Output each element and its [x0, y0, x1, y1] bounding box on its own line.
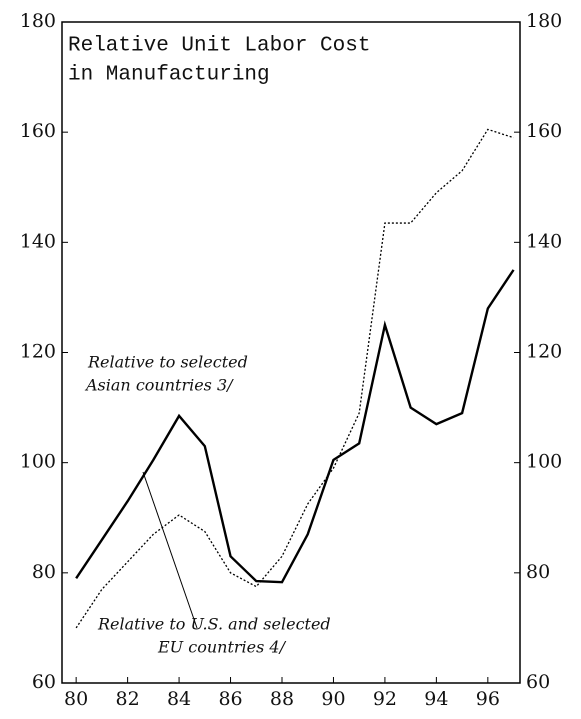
x-tick-label: 82	[116, 688, 140, 710]
y2-tick-label: 180	[526, 10, 562, 32]
annotation: Relative to U.S. and selected	[97, 615, 331, 634]
y-tick-label: 140	[20, 230, 56, 252]
y-tick-label: 120	[20, 341, 56, 363]
chart-title: Relative Unit Labor Cost	[68, 35, 370, 58]
series-line	[75, 269, 515, 584]
annotation: Asian countries 3/	[84, 376, 234, 395]
annotation: Relative to selected	[87, 353, 248, 372]
y-tick-label: 100	[20, 451, 56, 473]
y2-tick-label: 100	[526, 451, 562, 473]
y2-tick-label: 140	[526, 230, 562, 252]
y-tick-label: 80	[32, 561, 56, 583]
annotation-pointer	[142, 471, 198, 629]
y2-tick-label: 120	[526, 341, 562, 363]
series-line	[75, 128, 514, 629]
x-tick-label: 96	[476, 688, 500, 710]
x-tick-label: 80	[64, 688, 88, 710]
x-tick-label: 94	[424, 688, 448, 710]
y2-tick-label: 60	[526, 671, 550, 693]
y2-tick-label: 160	[526, 120, 562, 142]
x-tick-label: 84	[167, 688, 191, 710]
y2-tick-label: 80	[526, 561, 550, 583]
y-tick-label: 60	[32, 671, 56, 693]
x-tick-label: 92	[373, 688, 397, 710]
chart-title: in Manufacturing	[68, 64, 270, 87]
x-tick-label: 88	[270, 688, 294, 710]
y-tick-label: 180	[20, 10, 56, 32]
x-tick-label: 86	[218, 688, 242, 710]
annotation: EU countries 4/	[157, 638, 287, 657]
x-tick-label: 90	[321, 688, 345, 710]
y-tick-label: 160	[20, 120, 56, 142]
